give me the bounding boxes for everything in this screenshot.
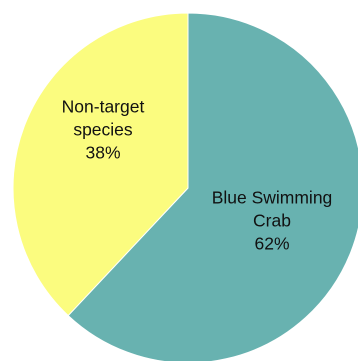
data-label-non-target-species: Non-target species 38% (62, 97, 145, 163)
pie-slice-non-target-species (12, 12, 189, 317)
pie-slice-blue-swimming-crab (67, 12, 358, 361)
data-label-name-line: Non-target (62, 97, 145, 117)
data-label-name-line: Crab (253, 211, 291, 231)
data-label-value: 38% (85, 143, 120, 163)
data-label-blue-swimming-crab: Blue Swimming Crab 62% (212, 188, 333, 254)
data-label-name-line: species (73, 120, 133, 140)
data-label-value: 62% (254, 234, 289, 254)
data-label-name-line: Blue Swimming (212, 188, 333, 208)
